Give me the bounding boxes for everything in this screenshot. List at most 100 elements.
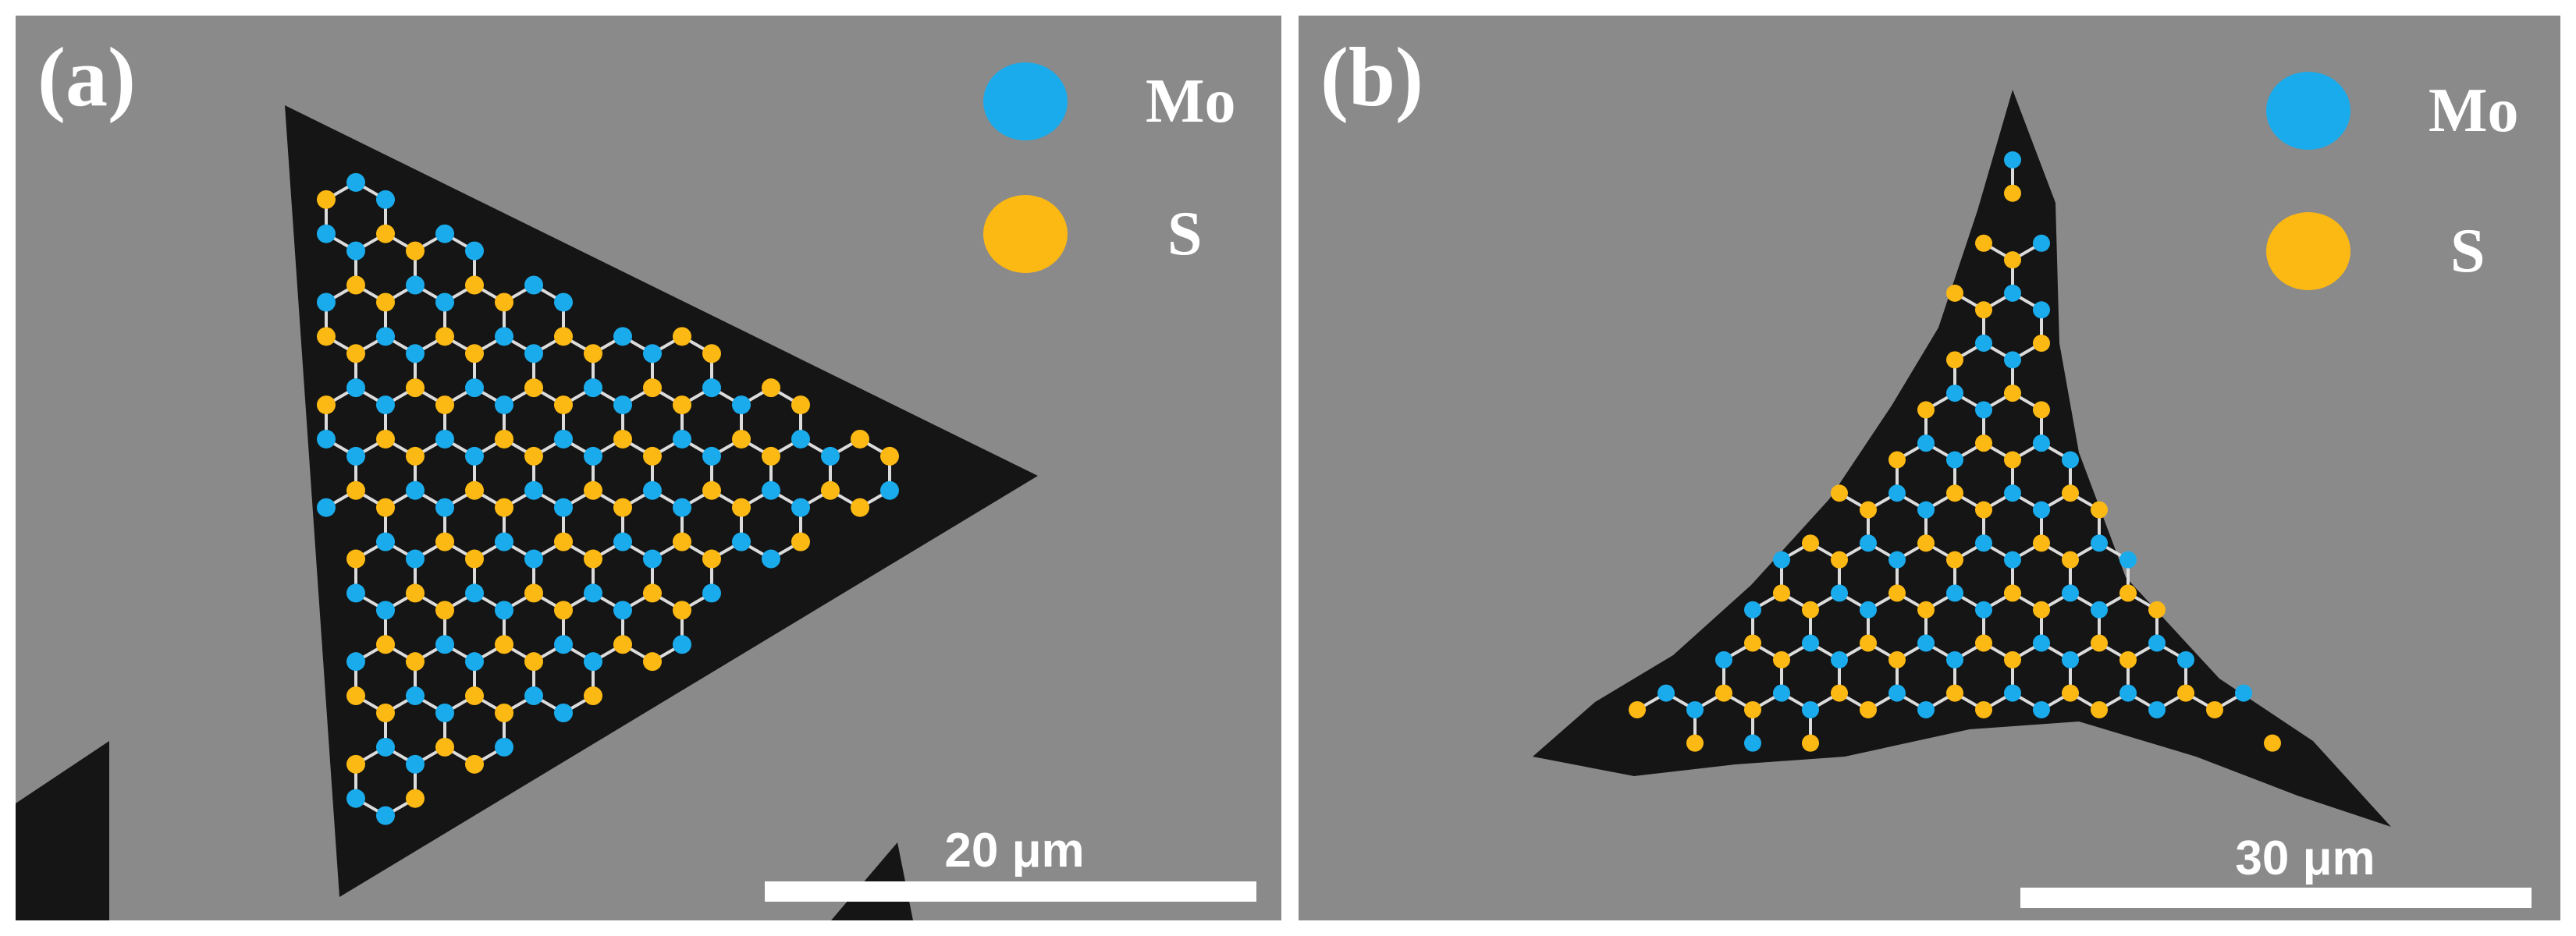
- s-atom: [1860, 501, 1877, 519]
- mo-atom: [495, 395, 513, 415]
- s-atom: [465, 549, 484, 569]
- s-atom: [673, 327, 691, 346]
- mo-legend-label: Mo: [1146, 66, 1236, 136]
- s-atom: [465, 275, 484, 295]
- s-atom: [435, 737, 454, 757]
- mo-atom: [1686, 700, 1704, 718]
- s-atom: [376, 292, 395, 312]
- mo-atom: [554, 703, 573, 722]
- s-atom: [346, 686, 365, 706]
- s-atom: [1773, 651, 1790, 668]
- mo-atom: [554, 292, 573, 312]
- mo-atom: [2062, 651, 2079, 668]
- s-atom: [791, 532, 810, 551]
- s-atom: [376, 429, 395, 448]
- s-atom: [821, 480, 840, 500]
- mo-atom: [762, 549, 780, 569]
- s-atom: [1946, 284, 1963, 302]
- micrograph-panel-a: (a) Mo S 20 μm: [16, 16, 1281, 920]
- s-atom: [406, 241, 425, 261]
- s-atom: [643, 378, 662, 398]
- s-atom: [554, 601, 573, 620]
- mo-legend-dot: [2266, 72, 2350, 150]
- s-atom: [2062, 551, 2079, 569]
- mo-atom: [791, 498, 810, 517]
- panel-label-b: (b): [1320, 31, 1423, 124]
- mo-atom: [465, 446, 484, 466]
- scale-bar-label-b: 30 μm: [2235, 831, 2375, 885]
- legend-s-a: S: [983, 195, 1203, 273]
- mo-atom: [376, 806, 395, 825]
- s-atom: [1715, 684, 1732, 702]
- scale-bar-label-a: 20 μm: [944, 824, 1085, 878]
- micrograph-panel-b: (b) Mo S 30 μm: [1299, 16, 2560, 920]
- mo-atom: [673, 635, 691, 654]
- s-atom: [643, 583, 662, 603]
- mo-atom: [1773, 684, 1790, 702]
- s-atom: [2004, 184, 2021, 202]
- s-atom: [465, 686, 484, 706]
- micrograph-b-image: [1533, 90, 2391, 827]
- s-atom: [1975, 634, 1992, 652]
- mo-atom: [465, 652, 484, 672]
- mo-atom: [1917, 634, 1935, 652]
- mo-atom: [2004, 284, 2021, 302]
- s-atom: [673, 532, 691, 551]
- s-atom: [376, 224, 395, 243]
- s-atom: [346, 275, 365, 295]
- s-atom: [554, 395, 573, 415]
- mo-atom: [465, 241, 484, 261]
- mo-atom: [673, 429, 691, 448]
- mo-atom: [1773, 551, 1790, 569]
- mo-atom: [524, 275, 543, 295]
- s-atom: [524, 446, 543, 466]
- s-atom: [732, 498, 751, 517]
- mo-atom: [317, 498, 336, 517]
- mo-atom: [584, 583, 602, 603]
- legend-mo-a: Mo: [983, 62, 1236, 140]
- mo-atom: [2004, 684, 2021, 702]
- mo-atom: [584, 378, 602, 398]
- s-atom: [851, 429, 869, 448]
- mo-atom: [495, 737, 513, 757]
- panel-label-a: (a): [37, 31, 136, 124]
- mo-atom: [1831, 651, 1848, 668]
- s-legend-dot: [983, 195, 1068, 273]
- mo-atom: [613, 601, 632, 620]
- mo-atom: [2004, 484, 2021, 502]
- mo-atom: [346, 172, 365, 192]
- s-atom: [1975, 234, 1992, 252]
- mo-atom: [435, 498, 454, 517]
- mo-atom: [2177, 651, 2194, 668]
- mo-atom: [643, 549, 662, 569]
- s-atom: [1831, 484, 1848, 502]
- mo-atom: [2091, 601, 2108, 619]
- s-atom: [1888, 584, 1906, 602]
- s-atom: [1802, 601, 1819, 619]
- s-atom: [524, 652, 543, 672]
- s-atom: [376, 703, 395, 722]
- s-atom: [317, 327, 336, 346]
- mo-atom: [524, 686, 543, 706]
- s-atom: [2148, 601, 2166, 619]
- mo-atom: [1975, 601, 1992, 619]
- mo-atom: [406, 480, 425, 500]
- mo-atom: [613, 327, 632, 346]
- mo-atom: [1860, 601, 1877, 619]
- s-atom: [1917, 534, 1935, 552]
- mo-atom: [346, 583, 365, 603]
- s-atom: [2004, 584, 2021, 602]
- mo-atom: [2235, 684, 2252, 702]
- mo-atom: [673, 498, 691, 517]
- s-atom: [1686, 734, 1704, 752]
- mo-atom: [1946, 451, 1963, 469]
- mo-legend-dot: [983, 62, 1068, 140]
- mo-atom: [435, 635, 454, 654]
- mo-atom: [2091, 534, 2108, 552]
- mo-atom: [376, 395, 395, 415]
- mo-atom: [554, 635, 573, 654]
- mo-atom: [2033, 301, 2050, 319]
- s-atom: [317, 395, 336, 415]
- mo-atom: [524, 344, 543, 363]
- mo-atom: [643, 344, 662, 363]
